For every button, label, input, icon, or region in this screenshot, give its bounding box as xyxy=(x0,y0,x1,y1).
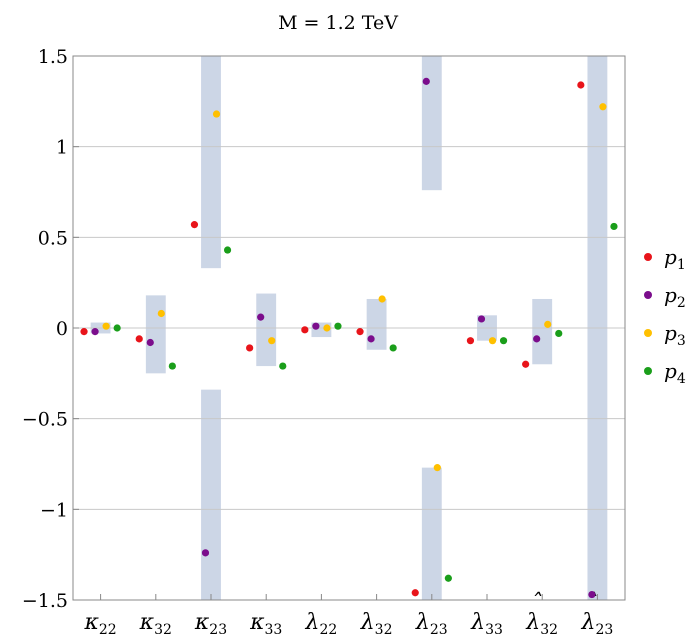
x-tick-label: λ22 xyxy=(305,610,338,638)
x-tick-label: κ22 xyxy=(83,610,116,638)
y-tick-label: 1 xyxy=(56,137,68,159)
point-p4-2 xyxy=(223,246,232,254)
point-p3-8 xyxy=(544,320,552,328)
y-axis: −1.5 −1 −0.5 0 0.5 1 1.5 xyxy=(22,46,79,612)
point-p4-1 xyxy=(168,362,176,370)
point-p2-2 xyxy=(201,549,210,557)
point-p3-5 xyxy=(378,295,386,303)
point-p1-3 xyxy=(246,344,254,352)
chart-title: M = 1.2 TeV xyxy=(278,12,398,34)
data-points xyxy=(80,77,618,599)
x-tick-label-hat: ˆ xyxy=(586,591,597,616)
point-p3-2 xyxy=(212,110,221,118)
point-p4-0 xyxy=(113,324,121,332)
y-tick-label: −1 xyxy=(40,499,68,521)
point-p4-5 xyxy=(389,344,397,352)
x-tick-label-hat: ˆ xyxy=(531,591,542,616)
point-p3-9 xyxy=(599,103,607,111)
legend-label: p1 xyxy=(664,245,686,273)
allowed-band-2-0 xyxy=(201,56,221,269)
point-p4-7 xyxy=(499,337,508,345)
point-p2-4 xyxy=(312,322,320,330)
point-p2-3 xyxy=(257,313,265,321)
point-p2-7 xyxy=(477,315,486,323)
x-tick-label: κ32 xyxy=(139,610,172,638)
allowed-band-6-1 xyxy=(421,467,442,600)
point-p1-0 xyxy=(80,328,88,336)
point-p3-1 xyxy=(157,309,165,318)
x-tick-label: κ23 xyxy=(194,610,227,638)
legend-label: p2 xyxy=(664,283,686,311)
point-p1-6 xyxy=(411,589,419,597)
point-p4-4 xyxy=(334,322,342,330)
point-p2-8 xyxy=(533,335,541,343)
point-p4-8 xyxy=(555,329,563,338)
legend-marker xyxy=(644,367,652,375)
point-p2-0 xyxy=(91,328,99,336)
y-tick-label: 0.5 xyxy=(38,227,68,249)
point-p2-1 xyxy=(146,338,154,347)
allowed-band-6-0 xyxy=(421,56,442,191)
legend-marker xyxy=(644,291,652,299)
point-p1-7 xyxy=(466,337,475,345)
point-p1-9 xyxy=(577,81,585,89)
y-tick-label: 1.5 xyxy=(38,46,68,68)
y-tick-label: −1.5 xyxy=(22,590,68,612)
x-tick-label: λ32 xyxy=(360,610,393,638)
point-p3-7 xyxy=(488,337,497,345)
point-p1-8 xyxy=(522,360,530,368)
point-p1-5 xyxy=(356,328,364,336)
point-p3-0 xyxy=(102,322,110,330)
x-tick-label: λ23 xyxy=(415,610,448,638)
legend-label: p4 xyxy=(664,359,686,387)
point-p3-6 xyxy=(433,464,441,472)
point-p1-2 xyxy=(190,221,199,229)
point-p3-4 xyxy=(323,324,331,332)
point-p4-6 xyxy=(444,574,452,582)
legend: p1 p2 p3 p4 xyxy=(644,245,686,387)
legend-marker xyxy=(644,253,652,261)
x-tick-label: κ33 xyxy=(249,610,282,638)
point-p4-9 xyxy=(610,222,618,231)
y-tick-label: 0 xyxy=(56,318,68,340)
point-p2-9 xyxy=(588,590,596,599)
point-p1-4 xyxy=(301,326,309,334)
allowed-band-1-0 xyxy=(145,295,166,374)
point-p2-5 xyxy=(367,335,375,343)
grid xyxy=(73,146,625,510)
point-p4-3 xyxy=(279,362,287,370)
point-p1-1 xyxy=(135,335,143,343)
point-p3-3 xyxy=(268,337,276,345)
y-tick-label: −0.5 xyxy=(22,409,68,431)
allowed-band-8-0 xyxy=(532,298,553,365)
point-p2-6 xyxy=(422,77,430,85)
allowed-band-3-0 xyxy=(256,293,277,367)
allowed-band-2-1 xyxy=(201,389,221,600)
x-tick-label: λ33 xyxy=(470,610,503,638)
legend-label: p3 xyxy=(664,321,686,349)
legend-marker xyxy=(644,329,652,337)
